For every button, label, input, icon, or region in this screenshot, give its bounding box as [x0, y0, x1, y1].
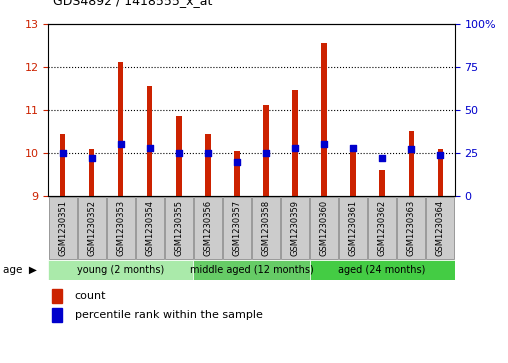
- FancyBboxPatch shape: [281, 197, 309, 259]
- Text: age  ▶: age ▶: [3, 265, 37, 274]
- FancyBboxPatch shape: [78, 197, 106, 259]
- Text: count: count: [75, 291, 106, 301]
- Text: GSM1230358: GSM1230358: [262, 200, 270, 256]
- Text: GSM1230352: GSM1230352: [87, 200, 97, 256]
- FancyBboxPatch shape: [107, 197, 135, 259]
- FancyBboxPatch shape: [339, 197, 367, 259]
- FancyBboxPatch shape: [165, 197, 193, 259]
- Text: GSM1230360: GSM1230360: [320, 200, 329, 256]
- Bar: [263, 106, 269, 196]
- Text: GSM1230361: GSM1230361: [348, 200, 358, 256]
- FancyBboxPatch shape: [368, 197, 396, 259]
- Bar: [437, 148, 443, 196]
- Text: GSM1230355: GSM1230355: [174, 200, 183, 256]
- Point: [291, 145, 299, 151]
- FancyBboxPatch shape: [310, 197, 338, 259]
- FancyBboxPatch shape: [223, 197, 251, 259]
- Bar: [205, 134, 210, 196]
- Bar: [118, 62, 123, 196]
- Text: GSM1230362: GSM1230362: [377, 200, 387, 256]
- FancyBboxPatch shape: [136, 197, 164, 259]
- Text: GSM1230354: GSM1230354: [145, 200, 154, 256]
- Point: [117, 142, 125, 147]
- Text: aged (24 months): aged (24 months): [338, 265, 426, 274]
- FancyBboxPatch shape: [397, 197, 425, 259]
- Bar: [379, 170, 385, 196]
- Point: [59, 150, 67, 156]
- FancyBboxPatch shape: [49, 197, 77, 259]
- Bar: [351, 146, 356, 196]
- Text: GSM1230363: GSM1230363: [406, 200, 416, 256]
- FancyBboxPatch shape: [194, 197, 222, 259]
- Bar: [234, 151, 240, 196]
- Bar: [52, 309, 62, 322]
- Bar: [408, 131, 414, 196]
- Bar: [147, 86, 152, 196]
- Text: GSM1230359: GSM1230359: [291, 200, 300, 256]
- Point: [407, 147, 415, 152]
- Text: GSM1230356: GSM1230356: [203, 200, 212, 256]
- Text: GSM1230364: GSM1230364: [436, 200, 444, 256]
- Point: [378, 155, 386, 161]
- FancyBboxPatch shape: [194, 260, 309, 280]
- FancyBboxPatch shape: [309, 260, 455, 280]
- Point: [233, 159, 241, 164]
- Point: [320, 142, 328, 147]
- Point: [349, 145, 357, 151]
- Text: young (2 months): young (2 months): [77, 265, 165, 274]
- Bar: [89, 148, 94, 196]
- FancyBboxPatch shape: [426, 197, 454, 259]
- Point: [146, 145, 154, 151]
- Bar: [176, 116, 181, 196]
- Bar: [322, 43, 327, 196]
- Bar: [60, 134, 66, 196]
- Text: percentile rank within the sample: percentile rank within the sample: [75, 310, 263, 321]
- Point: [175, 150, 183, 156]
- Text: GSM1230353: GSM1230353: [116, 200, 125, 256]
- Text: GDS4892 / 1418555_x_at: GDS4892 / 1418555_x_at: [53, 0, 213, 7]
- Text: GSM1230351: GSM1230351: [58, 200, 67, 256]
- Point: [204, 150, 212, 156]
- Text: GSM1230357: GSM1230357: [233, 200, 241, 256]
- Bar: [52, 289, 62, 303]
- Text: middle aged (12 months): middle aged (12 months): [189, 265, 313, 274]
- Bar: [293, 90, 298, 196]
- Point: [262, 150, 270, 156]
- Point: [88, 155, 96, 161]
- FancyBboxPatch shape: [48, 260, 194, 280]
- Point: [436, 152, 444, 158]
- FancyBboxPatch shape: [252, 197, 280, 259]
